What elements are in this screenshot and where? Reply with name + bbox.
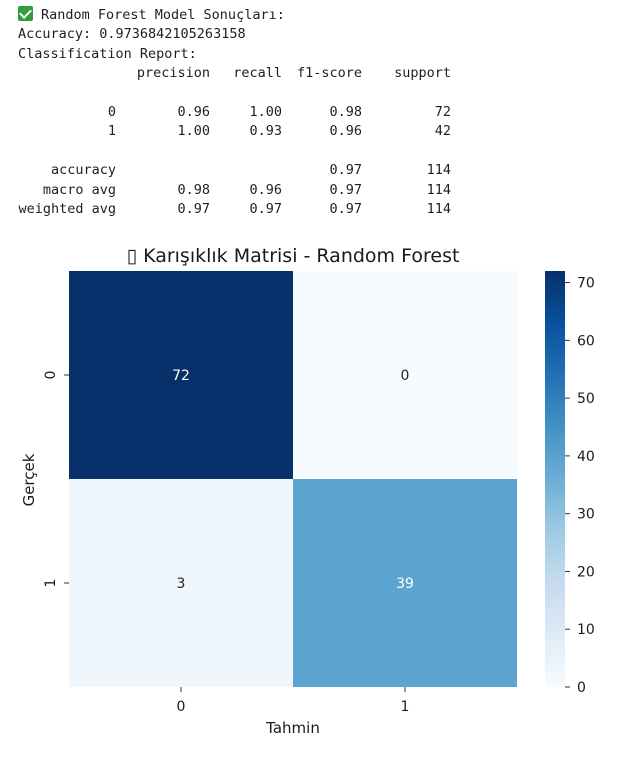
heatmap-cell-label: 3 [177, 576, 186, 592]
report-cell [210, 142, 282, 161]
report-cell: 0.98 [177, 181, 210, 198]
colorbar-tick-label: 0 [577, 680, 586, 696]
colorbar-tick-label: 60 [577, 333, 595, 349]
heatmap-cell-label: 72 [172, 368, 190, 384]
report-cell: 0.96 [329, 123, 362, 140]
accuracy-line: Accuracy: 0.9736842105263158 [18, 26, 246, 43]
report-cell [210, 161, 282, 180]
report-cell: 0.97 [329, 181, 362, 198]
x-tick-label: 0 [177, 699, 186, 715]
colorbar-tick-label: 30 [577, 507, 595, 523]
report-column-header: precision [136, 65, 210, 82]
report-spacer-row [18, 84, 451, 103]
confusion-matrix-figure: ▯ Karışıklık Matrisi - Random Forest 72 0… [0, 236, 630, 757]
report-row-label: 1 [107, 123, 116, 140]
heatmap-cell [293, 479, 517, 687]
report-cell: 72 [434, 103, 451, 120]
check-mark-icon [18, 6, 33, 21]
report-cell: 0.97 [329, 200, 362, 217]
report-cell: 0.98 [329, 103, 362, 120]
report-row-label: 0 [107, 103, 116, 120]
report-row: 0 0.96 1.00 0.98 72 [18, 103, 451, 122]
header-line: Random Forest Model Sonuçları: [18, 6, 451, 25]
report-row: accuracy 0.97 114 [18, 161, 451, 180]
report-header-row: precision recall f1-score support [18, 64, 451, 83]
report-column-header: recall [233, 65, 282, 82]
report-cell: 1.00 [177, 123, 210, 140]
report-row: macro avg 0.98 0.96 0.97 114 [18, 181, 451, 200]
report-column-header: support [394, 65, 451, 82]
report-cell: 42 [434, 123, 451, 140]
report-cell: 0.97 [177, 200, 210, 217]
report-header-blank [18, 64, 116, 83]
x-axis-label: Tahmin [265, 719, 320, 737]
report-cell: 0.96 [249, 181, 282, 198]
report-row [18, 142, 451, 161]
colorbar-tick-label: 10 [577, 622, 595, 638]
colorbar-tick-label: 40 [577, 449, 595, 465]
report-row-label: accuracy [50, 162, 116, 179]
classification-report: precision recall f1-score support 0 0.96 1.00 0… [18, 64, 451, 219]
report-row-label: weighted avg [18, 200, 116, 217]
report-cell: 0.93 [249, 123, 282, 140]
heatmap-cell-label: 0 [401, 368, 410, 384]
report-cell: 114 [426, 162, 451, 179]
cell-output: Random Forest Model Sonuçları: Accuracy: … [18, 6, 451, 219]
colorbar-tick-label: 20 [577, 564, 595, 580]
y-tick-label: 1 [43, 579, 59, 588]
report-row-label: macro avg [42, 181, 116, 198]
report-cell: 0.97 [249, 200, 282, 217]
report-cell: 114 [426, 200, 451, 217]
report-row: 1 1.00 0.93 0.96 42 [18, 122, 451, 141]
report-cell: 0.96 [177, 103, 210, 120]
colorbar-tick-label: 70 [577, 276, 595, 292]
colorbar-tick-label: 50 [577, 391, 595, 407]
heatmap-cell [69, 271, 293, 479]
report-cell [116, 161, 210, 180]
y-tick-label: 0 [43, 371, 59, 380]
colorbar [545, 271, 565, 687]
heatmap-cell [69, 479, 293, 687]
report-row-label [18, 142, 116, 161]
header-text: Random Forest Model Sonuçları: [41, 7, 285, 23]
y-axis-label: Gerçek [20, 453, 38, 506]
report-cell [362, 142, 451, 161]
chart-title: ▯ Karışıklık Matrisi - Random Forest [127, 245, 460, 267]
report-cell: 114 [426, 181, 451, 198]
report-title: Classification Report: [18, 45, 197, 62]
report-row: weighted avg 0.97 0.97 0.97 114 [18, 200, 451, 219]
confusion-matrix-svg: ▯ Karışıklık Matrisi - Random Forest 72 0… [20, 245, 595, 737]
report-cell [116, 142, 210, 161]
x-tick-label: 1 [401, 699, 410, 715]
report-cell: 1.00 [249, 103, 282, 120]
heatmap-cell [293, 271, 517, 479]
report-cell [282, 142, 362, 161]
heatmap-cell-label: 39 [396, 576, 414, 592]
report-column-header: f1-score [296, 65, 362, 82]
report-cell: 0.97 [329, 162, 362, 179]
